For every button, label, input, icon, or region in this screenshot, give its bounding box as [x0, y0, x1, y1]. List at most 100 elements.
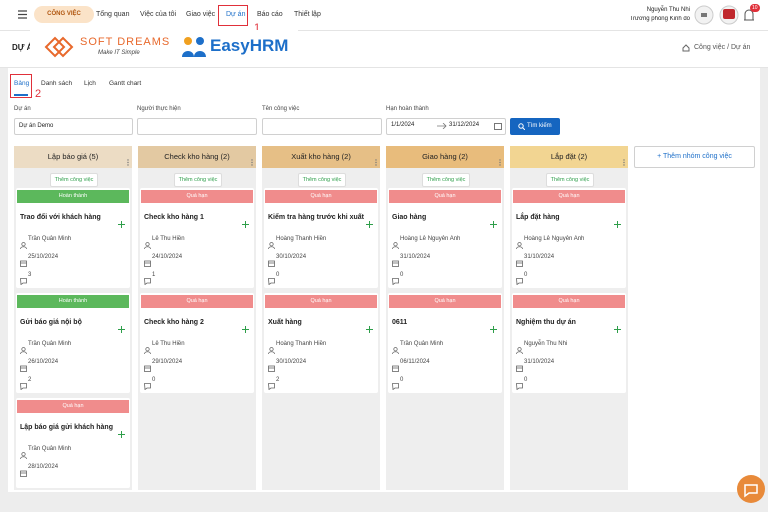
tab[interactable]: Gantt chart [109, 80, 142, 87]
card-title: Nghiệm thu dự án [516, 319, 576, 326]
task-card[interactable] [16, 293, 130, 393]
card-comments: 2 [276, 377, 280, 383]
card-assignee: Trần Quân Minh [400, 341, 444, 347]
column-header: Xuất kho hàng (2) [262, 146, 380, 168]
add-subtask[interactable] [366, 215, 373, 233]
card-date: 25/10/2024 [28, 254, 59, 260]
main-panel [8, 68, 760, 492]
date-icon [20, 464, 27, 482]
active-tab-underline [14, 94, 28, 96]
card-date: 26/10/2024 [28, 359, 59, 365]
nav-item[interactable]: Tổng quan [96, 11, 130, 18]
logo-mark [44, 36, 74, 58]
nav-item[interactable]: Giao việc [186, 11, 216, 18]
task-card[interactable] [140, 293, 254, 393]
task-card[interactable] [140, 188, 254, 288]
comments-icon [20, 377, 27, 395]
task-card[interactable] [264, 188, 378, 288]
task-card[interactable] [16, 188, 130, 288]
card-date: 30/10/2024 [276, 359, 307, 365]
add-subtask[interactable] [490, 215, 497, 233]
date-icon [268, 254, 275, 272]
column-menu[interactable] [375, 153, 377, 171]
user-role: Trưởng phòng Kinh do [629, 16, 690, 22]
card-title: Lắp đặt hàng [516, 214, 560, 221]
column-header: Check kho hàng (2) [138, 146, 256, 168]
add-subtask[interactable] [490, 320, 497, 338]
comments-icon [392, 377, 399, 395]
filter-label: Hạn hoàn thành [386, 106, 429, 112]
assignee-icon [20, 236, 27, 254]
card-title: Gửi báo giá nội bộ [20, 319, 82, 326]
column-menu[interactable] [623, 153, 625, 171]
status-badge: Quá hạn [17, 400, 129, 413]
status-badge: Quá hạn [141, 190, 253, 203]
add-subtask[interactable] [614, 215, 621, 233]
highlight-box [10, 74, 32, 98]
tab[interactable]: Lịch [84, 80, 96, 87]
status-badge: Hoàn thành [17, 190, 129, 203]
status-badge: Quá hạn [265, 190, 377, 203]
add-subtask[interactable] [118, 215, 125, 233]
card-date: 31/10/2024 [524, 359, 555, 365]
module-badge[interactable]: CÔNG VIỆC [34, 6, 94, 23]
status-badge: Quá hạn [513, 190, 625, 203]
card-assignee: Trần Quân Minh [28, 236, 72, 242]
assignee-input[interactable] [137, 118, 257, 135]
add-subtask[interactable] [242, 320, 249, 338]
assignee-icon [516, 236, 523, 254]
nav-item[interactable]: Dự án [226, 11, 246, 18]
assignee-icon [268, 341, 275, 359]
home-icon[interactable] [682, 44, 690, 52]
breadcrumb[interactable]: Công việc / Dự án [694, 44, 751, 51]
task-card[interactable] [264, 293, 378, 393]
nav-item[interactable]: Việc của tôi [140, 11, 177, 18]
nav-item[interactable]: Báo cáo [257, 11, 283, 18]
user-icons[interactable] [694, 4, 754, 28]
highlight-box [218, 5, 248, 26]
chat-button[interactable] [736, 472, 766, 506]
date-icon [392, 359, 399, 377]
comments-icon [268, 377, 275, 395]
task-card[interactable] [388, 293, 502, 393]
card-assignee: Nguyễn Thu Nhi [524, 341, 568, 347]
column-header: Giao hàng (2) [386, 146, 504, 168]
project-select[interactable]: Dự án Demo [14, 118, 133, 135]
add-subtask[interactable] [614, 320, 621, 338]
task-card[interactable] [388, 188, 502, 288]
card-date: 28/10/2024 [28, 464, 59, 470]
card-title: Giao hàng [392, 214, 427, 221]
add-subtask[interactable] [118, 425, 125, 443]
task-input[interactable] [262, 118, 382, 135]
date-icon [20, 254, 27, 272]
add-task-button[interactable]: Thêm công việc [422, 173, 470, 187]
add-task-button[interactable]: Thêm công việc [50, 173, 98, 187]
add-task-button[interactable]: Thêm công việc [174, 173, 222, 187]
task-card[interactable] [512, 188, 626, 288]
add-group-button[interactable]: + Thêm nhóm công việc [634, 146, 755, 168]
nav-item[interactable]: Thiết lập [294, 11, 321, 18]
comments-icon [516, 272, 523, 290]
add-subtask[interactable] [118, 320, 125, 338]
card-assignee: Lê Thu Hiền [152, 236, 185, 242]
menu-icon[interactable] [18, 10, 28, 19]
card-assignee: Lê Thu Hiền [152, 341, 185, 347]
comments-icon [20, 272, 27, 290]
status-badge: Quá hạn [389, 295, 501, 308]
add-subtask[interactable] [366, 320, 373, 338]
column-menu[interactable] [499, 153, 501, 171]
add-task-button[interactable]: Thêm công việc [298, 173, 346, 187]
search-button[interactable]: Tìm kiếm [510, 118, 560, 135]
add-task-button[interactable]: Thêm công việc [546, 173, 594, 187]
tab[interactable]: Bảng [14, 80, 30, 87]
task-card[interactable] [16, 398, 130, 488]
tab[interactable]: Danh sách [41, 80, 73, 87]
calendar-icon [494, 123, 502, 130]
add-subtask[interactable] [242, 215, 249, 233]
date-icon [144, 359, 151, 377]
assignee-icon [268, 236, 275, 254]
task-card[interactable] [512, 293, 626, 393]
column-menu[interactable] [251, 153, 253, 171]
column-menu[interactable] [127, 153, 129, 171]
column-header: Lập báo giá (5) [14, 146, 132, 168]
